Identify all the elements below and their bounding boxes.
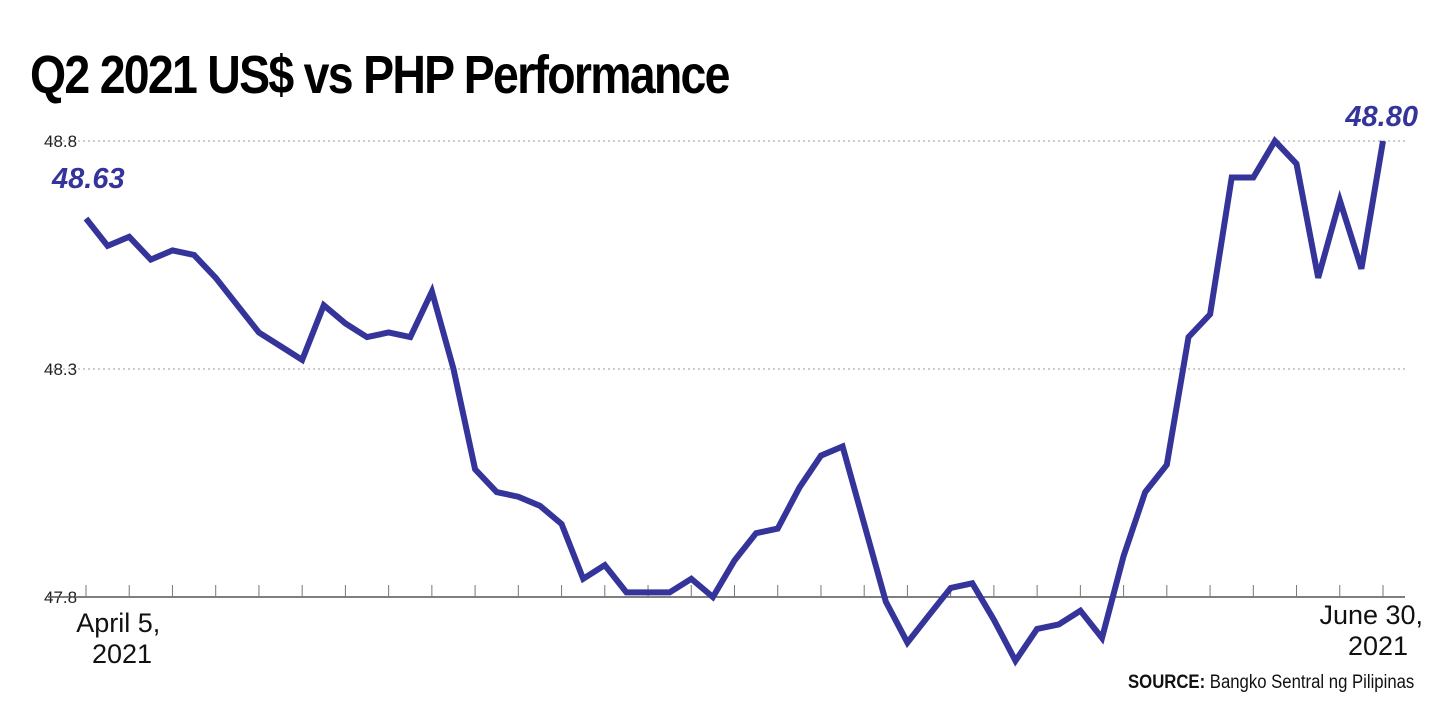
x-start-label: April 5, 2021 <box>76 608 168 669</box>
y-tick-label: 48.3 <box>44 360 77 379</box>
source-note: SOURCE: Bangko Sentral ng Pilipinas <box>1128 672 1414 694</box>
x-start-label-line1: April 5, <box>76 608 160 638</box>
x-start-label-line2: 2021 <box>92 639 152 669</box>
start-value-label: 48.63 <box>51 163 125 195</box>
y-tick-label: 48.8 <box>44 132 77 151</box>
x-end-label-line1: June 30, <box>1319 600 1423 630</box>
chart-title: Q2 2021 US$ vs PHP Performance <box>30 45 730 105</box>
source-label: SOURCE: <box>1127 672 1205 693</box>
x-end-label: June 30, 2021 <box>1319 600 1430 661</box>
y-axis-ticks: 47.848.348.8 <box>44 132 77 607</box>
end-value-label: 48.80 <box>1344 101 1418 133</box>
source-text: Bangko Sentral ng Pilipinas <box>1209 672 1414 693</box>
gridlines <box>48 140 1405 370</box>
x-end-label-line2: 2021 <box>1348 631 1408 661</box>
series-line <box>83 136 1386 667</box>
x-axis-ticks <box>85 585 1384 597</box>
